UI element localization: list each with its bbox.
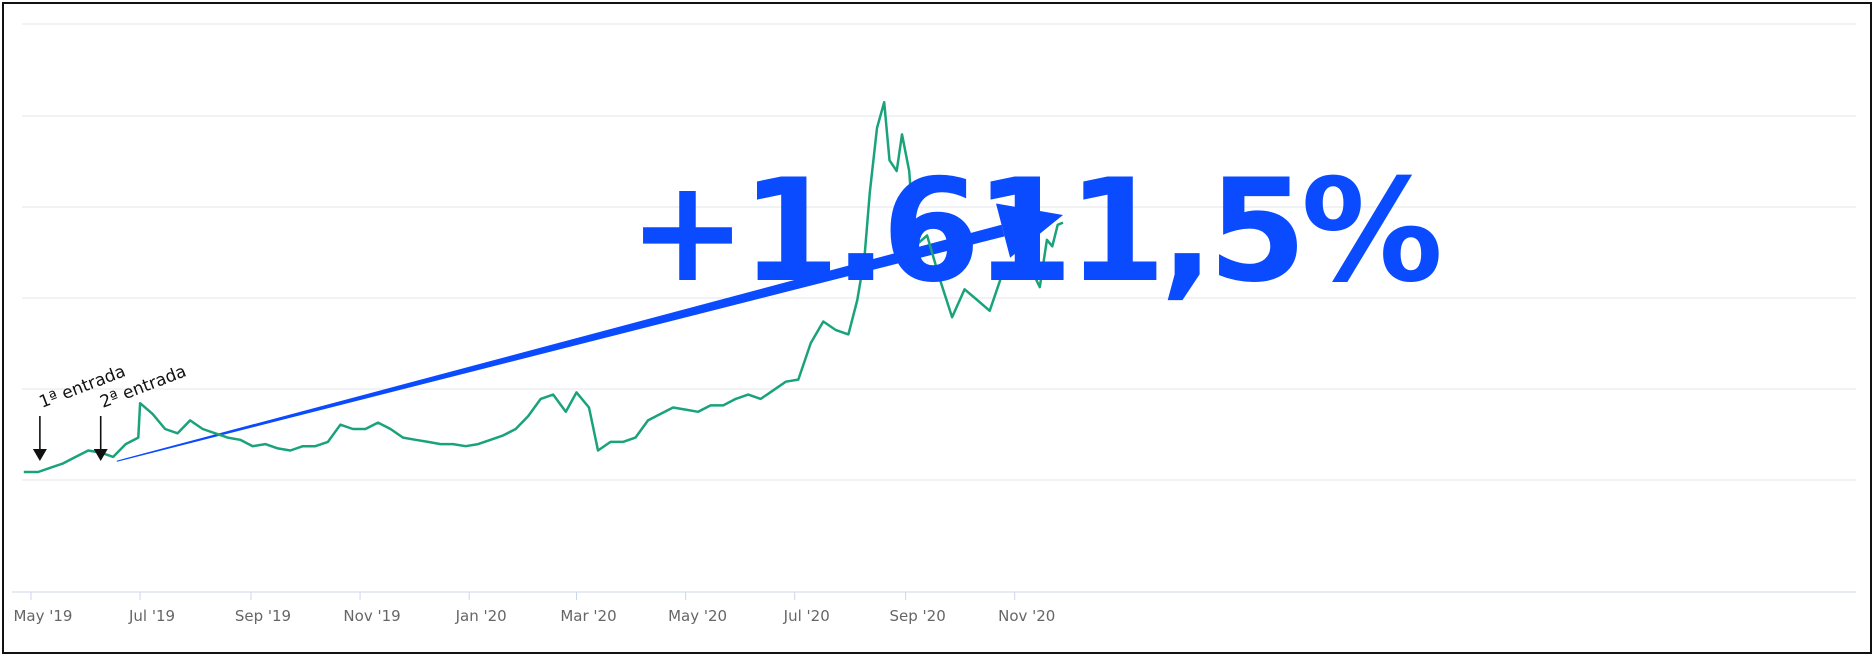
x-tick-label: Jan '20 <box>455 607 507 625</box>
x-tick-label: Sep '20 <box>889 607 945 625</box>
annotation-arrow-head <box>32 449 47 461</box>
x-tick-label: Mar '20 <box>560 607 616 625</box>
trend-arrow-line <box>116 224 1005 462</box>
trend-arrow-head <box>996 203 1063 258</box>
x-tick-label: May '19 <box>13 607 72 625</box>
annotation-arrow-head <box>93 449 108 461</box>
x-tick-label: Jul '19 <box>128 607 175 625</box>
gridlines <box>22 23 1856 481</box>
x-axis: May '19 Jul '19 Sep '19 Nov '19 Jan '20 Mar '… <box>12 591 1856 625</box>
x-tick-label: Nov '20 <box>998 607 1055 625</box>
x-tick-label: Jul '20 <box>783 607 830 625</box>
annotation-1: 1ª entrada <box>32 361 128 461</box>
x-tick-label: Sep '19 <box>235 607 291 625</box>
series-line <box>23 100 1064 474</box>
headline-label: +1.611,5% <box>628 149 1439 314</box>
x-tick-label: May '20 <box>668 607 727 625</box>
x-tick-label: Nov '19 <box>343 607 400 625</box>
